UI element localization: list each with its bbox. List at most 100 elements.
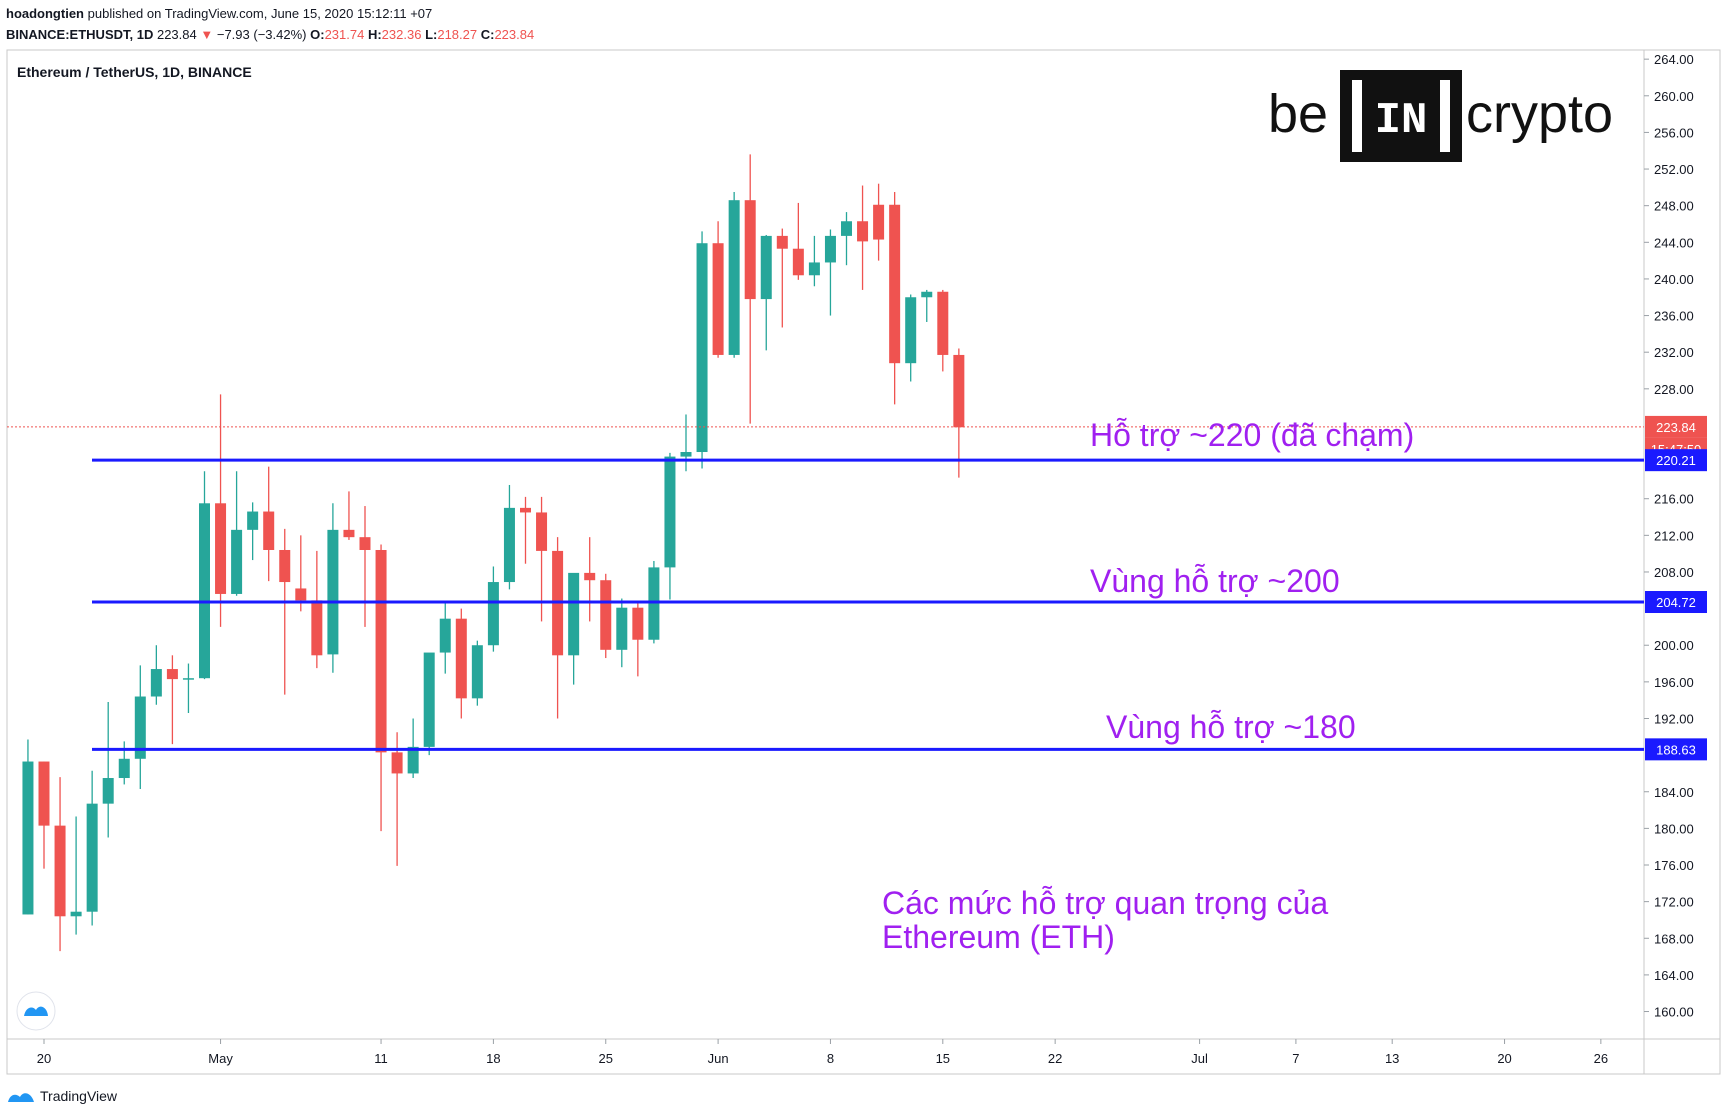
footer-brand: TradingView <box>40 1088 118 1104</box>
candle-body <box>889 204 901 364</box>
candle-body <box>712 243 724 355</box>
candle-body <box>921 291 933 298</box>
candle-up <box>327 503 339 673</box>
candle-body <box>873 204 885 240</box>
candle-down <box>38 761 50 869</box>
price-tick-label: 208.00 <box>1654 565 1694 580</box>
candle-body <box>86 803 98 912</box>
candle-down <box>889 191 901 405</box>
candle-up <box>471 640 483 706</box>
candle-up <box>86 770 98 926</box>
price-tick-label: 236.00 <box>1654 309 1694 324</box>
candle-down <box>776 228 788 328</box>
candle-up <box>231 471 243 596</box>
candles-layer <box>22 154 965 952</box>
candle-body <box>584 572 596 581</box>
ohlc-legend: BINANCE:ETHUSDT, 1D 223.84 ▼ −7.93 (−3.4… <box>6 27 534 42</box>
price-tick-label: 264.00 <box>1654 52 1694 67</box>
last-price: 223.84 <box>156 27 197 42</box>
time-tick-label: Jun <box>708 1051 729 1066</box>
price-tick-label: 176.00 <box>1654 858 1694 873</box>
candle-body <box>263 511 275 550</box>
candle-body <box>134 696 146 759</box>
candle-up <box>696 231 708 469</box>
candle-body <box>215 503 227 594</box>
annotations-layer: Hỗ trợ ~220 (đã chạm) Vùng hỗ trợ ~200 V… <box>882 417 1414 955</box>
level-price-label: 220.21 <box>1656 453 1696 468</box>
time-tick-label: Jul <box>1191 1051 1208 1066</box>
candle-body <box>247 511 259 530</box>
low-label: L: <box>425 27 438 42</box>
candle-body <box>70 911 82 917</box>
candle-down <box>295 535 307 612</box>
price-tick-label: 248.00 <box>1654 199 1694 214</box>
candle-body <box>102 778 114 804</box>
candle-body <box>279 549 291 583</box>
time-tick-label: 20 <box>37 1051 51 1066</box>
candle-down <box>375 544 387 832</box>
candle-body <box>391 752 403 774</box>
candle-down <box>166 655 178 745</box>
candle-body <box>22 761 34 915</box>
price-axis[interactable]: 264.00 260.00 256.00 252.00 248.00 244.00 240.… <box>1644 52 1694 1020</box>
candle-body <box>375 549 387 753</box>
candle-body <box>166 669 178 680</box>
candle-down <box>455 608 467 719</box>
cloud-icon <box>24 1006 48 1016</box>
publish-info: hoadongtien published on TradingView.com… <box>6 6 432 21</box>
candle-down <box>792 202 804 280</box>
author-name[interactable]: hoadongtien <box>6 6 84 21</box>
level-price-tag <box>1645 449 1707 472</box>
candle-up <box>616 598 628 668</box>
candle-up <box>150 645 162 705</box>
candle-up <box>118 741 130 785</box>
annotation-support-180: Vùng hỗ trợ ~180 <box>1106 709 1356 745</box>
annotation-support-220: Hỗ trợ ~220 (đã chạm) <box>1090 417 1414 453</box>
candle-down <box>552 537 564 719</box>
candle-body <box>150 669 162 697</box>
candle-up <box>423 652 435 756</box>
candle-down <box>584 537 596 622</box>
tradingview-footer[interactable]: TradingView <box>6 1088 117 1104</box>
candle-body <box>536 512 548 551</box>
candle-up <box>680 414 692 472</box>
candle-body <box>744 200 756 300</box>
time-tick-label: 22 <box>1048 1051 1062 1066</box>
candle-body <box>423 652 435 747</box>
candle-down <box>343 491 355 540</box>
price-tick-label: 228.00 <box>1654 382 1694 397</box>
candle-down <box>632 603 644 677</box>
candle-body <box>503 507 515 583</box>
candle-body <box>118 758 130 779</box>
candle-up <box>664 452 676 600</box>
candle-body <box>38 761 50 826</box>
symbol-label: BINANCE:ETHUSDT, 1D <box>6 27 154 42</box>
tradingview-chart-badge[interactable] <box>16 991 56 1031</box>
time-axis[interactable]: 20 May 11 18 25 Jun 8 15 22 Jul 7 13 20 26 <box>37 1039 1608 1066</box>
candle-up <box>808 235 820 287</box>
annotation-summary-line1: Các mức hỗ trợ quan trọng của <box>882 885 1328 921</box>
price-tick-label: 196.00 <box>1654 675 1694 690</box>
time-tick-label: May <box>208 1051 233 1066</box>
low-value: 218.27 <box>437 27 478 42</box>
candle-down <box>359 506 371 627</box>
candle-body <box>841 221 852 236</box>
candle-body <box>295 588 307 601</box>
candle-body <box>54 825 66 917</box>
becrypto-logo: be IN crypto <box>1268 70 1613 162</box>
candle-body <box>648 567 660 640</box>
candle-down <box>520 496 531 564</box>
time-tick-label: 13 <box>1385 1051 1399 1066</box>
candle-body <box>359 537 371 550</box>
time-tick-label: 7 <box>1292 1051 1299 1066</box>
candle-up <box>199 471 210 680</box>
candle-up <box>760 234 772 351</box>
level-price-label: 204.72 <box>1656 595 1696 610</box>
candle-up <box>841 212 852 266</box>
candle-body <box>327 529 339 655</box>
candle-up <box>134 665 146 790</box>
candle-body <box>199 503 210 679</box>
candle-up <box>102 702 114 838</box>
